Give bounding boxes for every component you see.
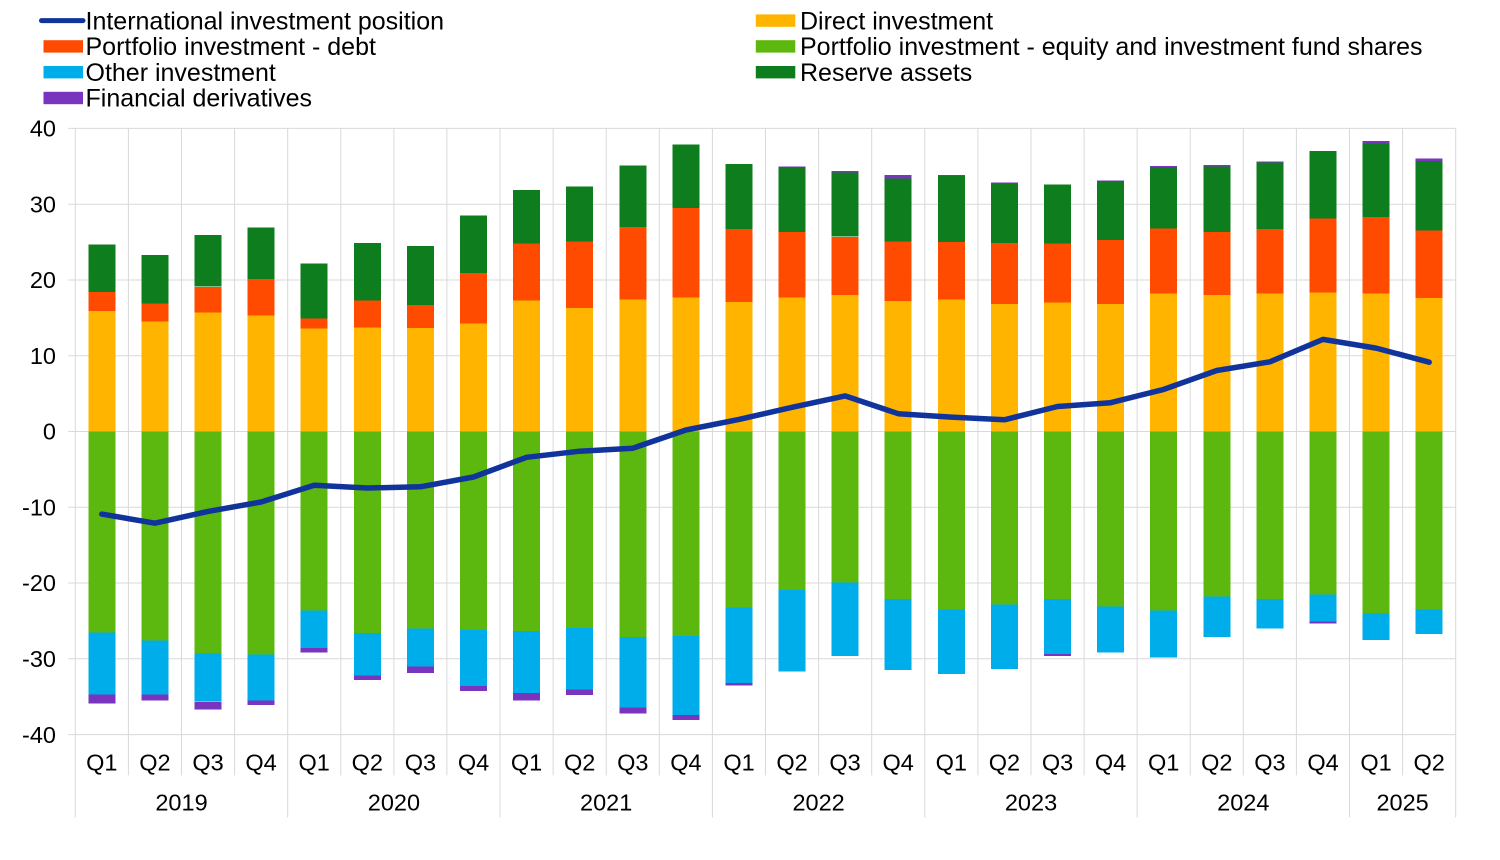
svg-text:-30: -30: [22, 646, 56, 672]
svg-text:Q3: Q3: [1254, 750, 1285, 776]
svg-text:Q4: Q4: [1307, 750, 1338, 776]
svg-text:Q2: Q2: [989, 750, 1020, 776]
svg-text:Q4: Q4: [670, 750, 701, 776]
svg-text:Q4: Q4: [883, 750, 914, 776]
svg-text:2020: 2020: [368, 790, 420, 816]
svg-text:Q3: Q3: [405, 750, 436, 776]
svg-text:20: 20: [30, 267, 56, 293]
svg-text:Q3: Q3: [829, 750, 860, 776]
svg-text:Portfolio investment - debt: Portfolio investment - debt: [86, 33, 376, 61]
svg-text:Portfolio investment - equity: Portfolio investment - equity and invest…: [800, 33, 1423, 61]
svg-text:Other investment: Other investment: [86, 59, 276, 87]
svg-text:2021: 2021: [580, 790, 632, 816]
svg-text:2024: 2024: [1217, 790, 1269, 816]
svg-text:30: 30: [30, 191, 56, 217]
svg-text:Q1: Q1: [511, 750, 542, 776]
svg-text:Q2: Q2: [352, 750, 383, 776]
svg-text:-40: -40: [22, 722, 56, 748]
svg-text:Q4: Q4: [245, 750, 276, 776]
svg-text:Direct investment: Direct investment: [800, 7, 993, 35]
svg-text:Q2: Q2: [564, 750, 595, 776]
svg-text:40: 40: [30, 116, 56, 142]
svg-text:0: 0: [43, 419, 56, 445]
svg-text:Q1: Q1: [299, 750, 330, 776]
svg-text:Q2: Q2: [776, 750, 807, 776]
svg-text:2019: 2019: [155, 790, 207, 816]
svg-text:Q2: Q2: [1201, 750, 1232, 776]
svg-text:Q4: Q4: [1095, 750, 1126, 776]
svg-text:Q1: Q1: [1360, 750, 1391, 776]
svg-text:Q1: Q1: [1148, 750, 1179, 776]
svg-text:Q3: Q3: [617, 750, 648, 776]
svg-text:10: 10: [30, 343, 56, 369]
svg-text:2022: 2022: [792, 790, 844, 816]
svg-text:-20: -20: [22, 570, 56, 596]
svg-text:-10: -10: [22, 495, 56, 521]
svg-text:2025: 2025: [1376, 790, 1428, 816]
svg-text:Q4: Q4: [458, 750, 489, 776]
svg-text:Q1: Q1: [723, 750, 754, 776]
svg-text:Q2: Q2: [139, 750, 170, 776]
svg-text:Q3: Q3: [1042, 750, 1073, 776]
svg-text:International investment posit: International investment position: [86, 7, 445, 35]
svg-text:Q1: Q1: [86, 750, 117, 776]
svg-text:Q1: Q1: [936, 750, 967, 776]
svg-text:Q2: Q2: [1414, 750, 1445, 776]
svg-text:2023: 2023: [1005, 790, 1057, 816]
svg-text:Reserve assets: Reserve assets: [800, 59, 972, 87]
svg-text:Q3: Q3: [192, 750, 223, 776]
svg-text:Financial derivatives: Financial derivatives: [86, 85, 313, 113]
